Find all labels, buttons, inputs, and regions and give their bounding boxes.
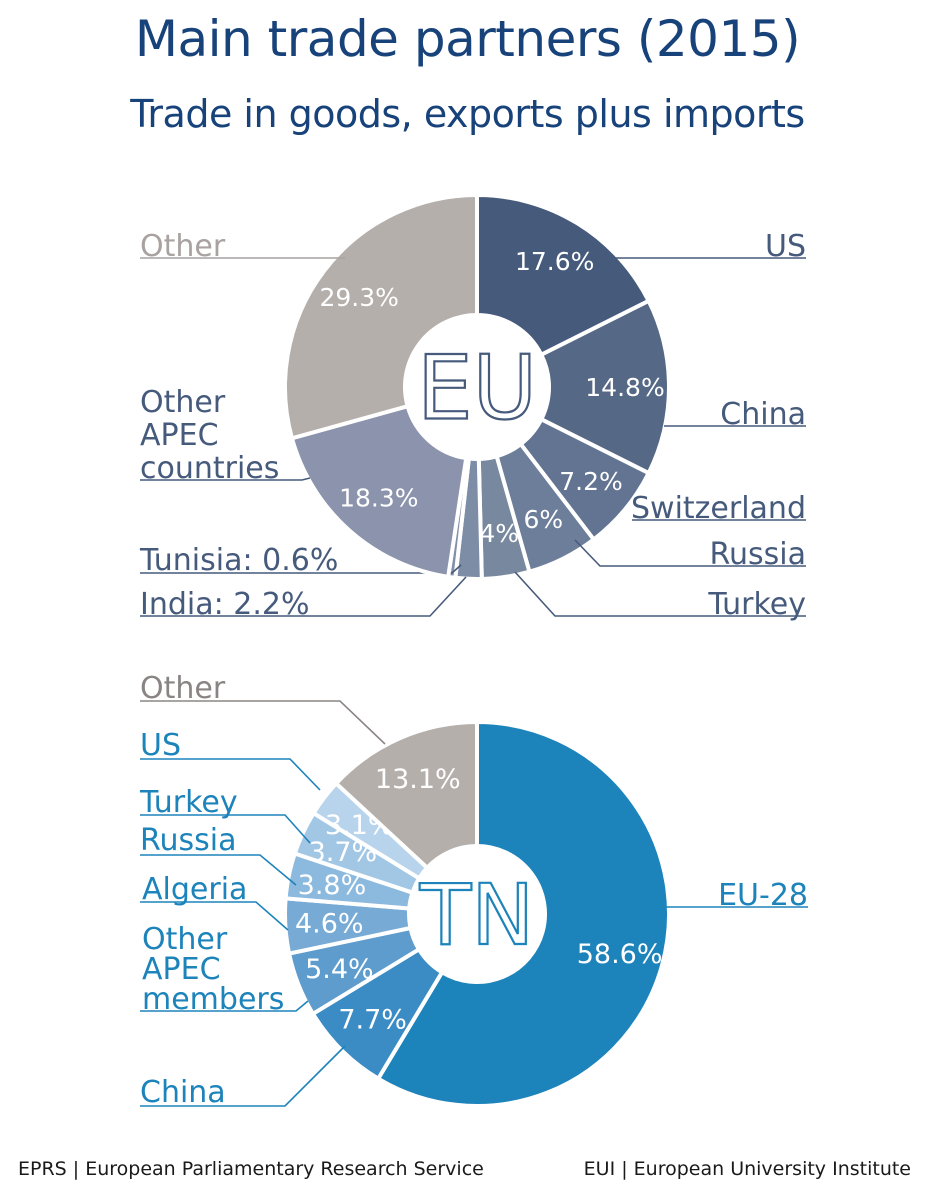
category-label-other: Other <box>140 671 226 706</box>
category-label-russia: Russia <box>140 823 237 858</box>
leader-line-other <box>140 700 386 745</box>
category-label-india: India: 2.2% <box>140 587 309 622</box>
category-label-turkey: Turkey <box>707 587 806 622</box>
category-label-russia: Russia <box>710 537 807 572</box>
chart-title: Main trade partners (2015) <box>134 10 801 68</box>
category-label-us: US <box>765 229 806 264</box>
center-label-tn: TN <box>419 866 534 964</box>
leader-line-russia <box>140 854 297 886</box>
category-label-other-apec-members: Other <box>142 922 228 957</box>
value-label-turkey: 4% <box>479 519 519 548</box>
category-label-algeria: Algeria <box>142 872 247 907</box>
category-label-china: China <box>720 397 806 432</box>
value-label-russia: 6% <box>524 505 564 534</box>
category-label-other-apec-members: members <box>142 982 284 1017</box>
category-label-other-apec-members: APEC <box>142 952 221 987</box>
value-label-other: 13.1% <box>375 764 461 795</box>
leader-line-china <box>140 1045 346 1107</box>
value-label-china: 14.8% <box>585 373 664 402</box>
slice-other-apec-countries <box>289 403 469 580</box>
slice-other <box>333 719 479 871</box>
value-label-other: 29.3% <box>319 283 398 312</box>
category-label-tunisia: Tunisia: 0.6% <box>139 543 338 578</box>
category-label-switzerland: Switzerland <box>631 491 806 526</box>
category-label-other-apec-countries: countries <box>140 451 279 486</box>
slice-china <box>538 298 671 476</box>
category-label-other: Other <box>140 229 226 264</box>
value-label-china: 7.7% <box>338 1004 407 1035</box>
leader-line-tunisia <box>140 564 462 574</box>
category-label-eu-28: EU-28 <box>718 878 808 913</box>
leader-line-turkey <box>514 571 806 617</box>
category-label-turkey: Turkey <box>139 785 238 820</box>
value-label-us: 17.6% <box>515 247 594 276</box>
footer-source-left: EPRS | European Parliamentary Research S… <box>18 1158 484 1180</box>
value-label-algeria: 4.6% <box>295 909 364 940</box>
category-label-other-apec-countries: Other <box>140 385 226 420</box>
value-label-other-apec-members: 5.4% <box>305 954 374 985</box>
leader-line-turkey <box>140 814 311 844</box>
leader-line-india <box>140 576 467 617</box>
leader-line-russia <box>574 539 806 567</box>
slice-us <box>475 192 652 358</box>
donut-tn: 58.6%EU-287.7%China5.4%OtherAPECmembers4… <box>139 671 808 1110</box>
donut-eu: 17.6% US 14.8% China 7.2% Switzerland 6% Russia… <box>139 192 807 622</box>
leader-line-algeria <box>140 901 289 931</box>
leader-line-us <box>140 758 321 791</box>
slice-other <box>283 192 479 441</box>
chart-subtitle: Trade in goods, exports plus imports <box>130 92 805 136</box>
leader-line-other-apec-countries <box>140 477 311 481</box>
value-label-other-apec-countries: 18.3% <box>339 483 418 512</box>
leader-line-other-apec-members <box>140 1000 309 1012</box>
footer-source-right: EUI | European University Institute <box>583 1158 911 1180</box>
category-label-china: China <box>140 1075 226 1110</box>
category-label-us: US <box>140 728 181 763</box>
slice-eu-28 <box>375 719 671 1108</box>
value-label-switzerland: 7.2% <box>559 467 623 496</box>
category-label-other-apec-countries: APEC <box>140 418 219 453</box>
center-label-eu: EU <box>417 337 537 440</box>
value-label-eu-28: 58.6% <box>577 939 663 970</box>
